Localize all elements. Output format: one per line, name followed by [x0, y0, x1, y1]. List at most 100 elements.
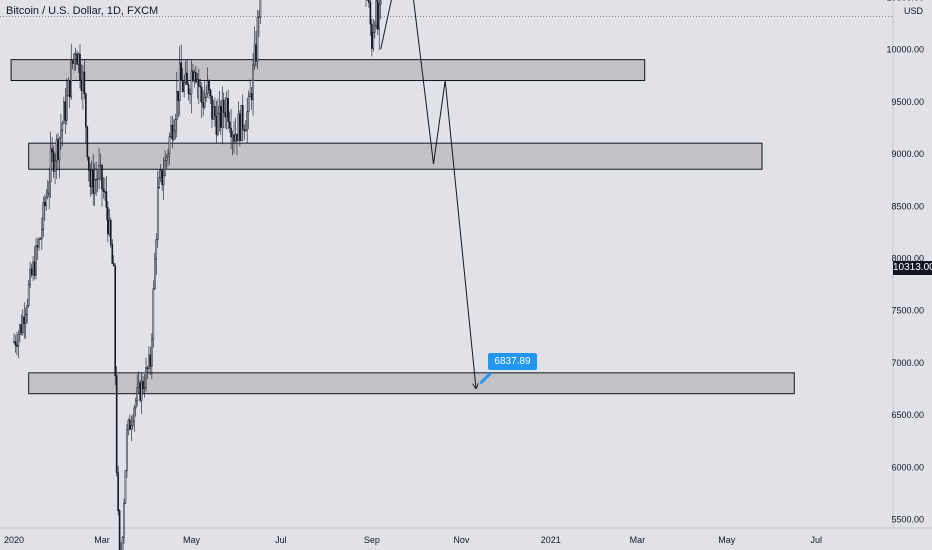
currency-label: USD: [904, 6, 924, 16]
candle-body: [88, 156, 90, 171]
callout-pointer: [479, 372, 492, 385]
candle-body: [217, 113, 219, 135]
candle-body: [165, 156, 168, 161]
y-tick-label: 8500.00: [891, 201, 924, 211]
candle-body: [73, 53, 75, 64]
candle-body: [98, 164, 100, 180]
sr-zone[interactable]: [28, 372, 795, 395]
candle-body: [184, 72, 187, 83]
candle-body: [225, 98, 228, 118]
candle-body: [227, 98, 229, 123]
y-tick-label: 6500.00: [891, 410, 924, 420]
candle-body: [145, 367, 147, 388]
candle-body: [374, 25, 376, 33]
candle-body: [189, 93, 191, 95]
y-tick-label: 9500.00: [891, 97, 924, 107]
candle-body: [193, 72, 196, 81]
candle-body: [67, 79, 70, 97]
x-tick-label: Mar: [630, 535, 646, 545]
candle-body: [35, 245, 37, 276]
candle-body: [183, 81, 185, 92]
candle-body: [123, 503, 125, 538]
candle-body: [112, 263, 115, 267]
candle-body: [190, 70, 193, 95]
x-tick-label: May: [183, 535, 201, 545]
candle-body: [24, 314, 27, 324]
candle-body: [74, 53, 77, 55]
candle-body: [95, 179, 97, 181]
candle-body: [154, 258, 156, 290]
x-tick-label: Sep: [364, 535, 380, 545]
candle-body: [220, 106, 222, 128]
candle-body: [164, 160, 166, 176]
candle-body: [244, 129, 247, 132]
current-price-tag: 10313.00: [893, 261, 932, 275]
candle-body: [132, 421, 134, 426]
candle-body: [134, 400, 137, 409]
candle-body: [90, 169, 93, 188]
candle-body: [224, 112, 227, 118]
candle-body: [105, 191, 108, 208]
candle-body: [376, 0, 379, 30]
sr-zone[interactable]: [28, 142, 763, 170]
candle-body: [17, 334, 20, 347]
candle-body: [187, 84, 190, 94]
x-tick-label: May: [718, 535, 736, 545]
candle-body: [200, 86, 203, 103]
candle-body: [42, 202, 45, 230]
y-tick-label: 6000.00: [891, 462, 924, 472]
candle-body: [57, 139, 59, 160]
candle-body: [114, 265, 117, 376]
candle-body: [118, 510, 121, 550]
projection-up-path[interactable]: [380, 0, 531, 50]
candle-body: [214, 105, 216, 117]
y-tick-label: 8000.00: [891, 254, 924, 264]
candle-body: [234, 133, 237, 142]
candle-body: [218, 106, 221, 114]
candle-body: [61, 123, 64, 131]
candle-body: [368, 0, 370, 3]
candle-body: [379, 0, 382, 5]
candle-body: [372, 31, 375, 49]
candle-body: [240, 105, 243, 141]
candle-body: [171, 124, 174, 140]
candle-body: [142, 380, 144, 390]
sr-zone[interactable]: [10, 59, 646, 82]
candle-body: [110, 220, 112, 245]
candle-body: [64, 101, 67, 121]
candle-body: [16, 344, 18, 347]
candle-body: [168, 136, 171, 154]
candle-body: [111, 244, 114, 264]
candle-body: [92, 169, 95, 194]
candle-body: [104, 191, 106, 193]
x-tick-label: Jul: [811, 535, 823, 545]
candle-body: [146, 367, 149, 369]
candle-body: [196, 79, 199, 83]
candle-body: [205, 93, 207, 98]
candle-body: [228, 121, 231, 129]
price-callout[interactable]: 6837.89: [488, 353, 537, 371]
candle-body: [249, 93, 251, 97]
candle-body: [222, 99, 225, 113]
x-tick-label: Mar: [94, 535, 110, 545]
candle-body: [178, 62, 181, 101]
projection-down-path[interactable]: [406, 0, 476, 389]
candle-body: [252, 64, 254, 101]
candle-body: [239, 113, 241, 141]
x-tick-label: Nov: [453, 535, 470, 545]
candle-body: [54, 160, 56, 172]
candle-body: [80, 79, 83, 92]
candle-body: [156, 187, 159, 240]
candle-body: [151, 338, 153, 367]
candle-body: [130, 425, 133, 430]
candle-body: [176, 91, 178, 121]
candle-body: [96, 178, 99, 180]
candle-body: [45, 196, 48, 207]
candle-body: [76, 53, 78, 65]
candle-body: [212, 105, 215, 120]
candle-body: [27, 284, 30, 306]
candle-body: [108, 220, 111, 235]
candle-body: [158, 177, 161, 188]
